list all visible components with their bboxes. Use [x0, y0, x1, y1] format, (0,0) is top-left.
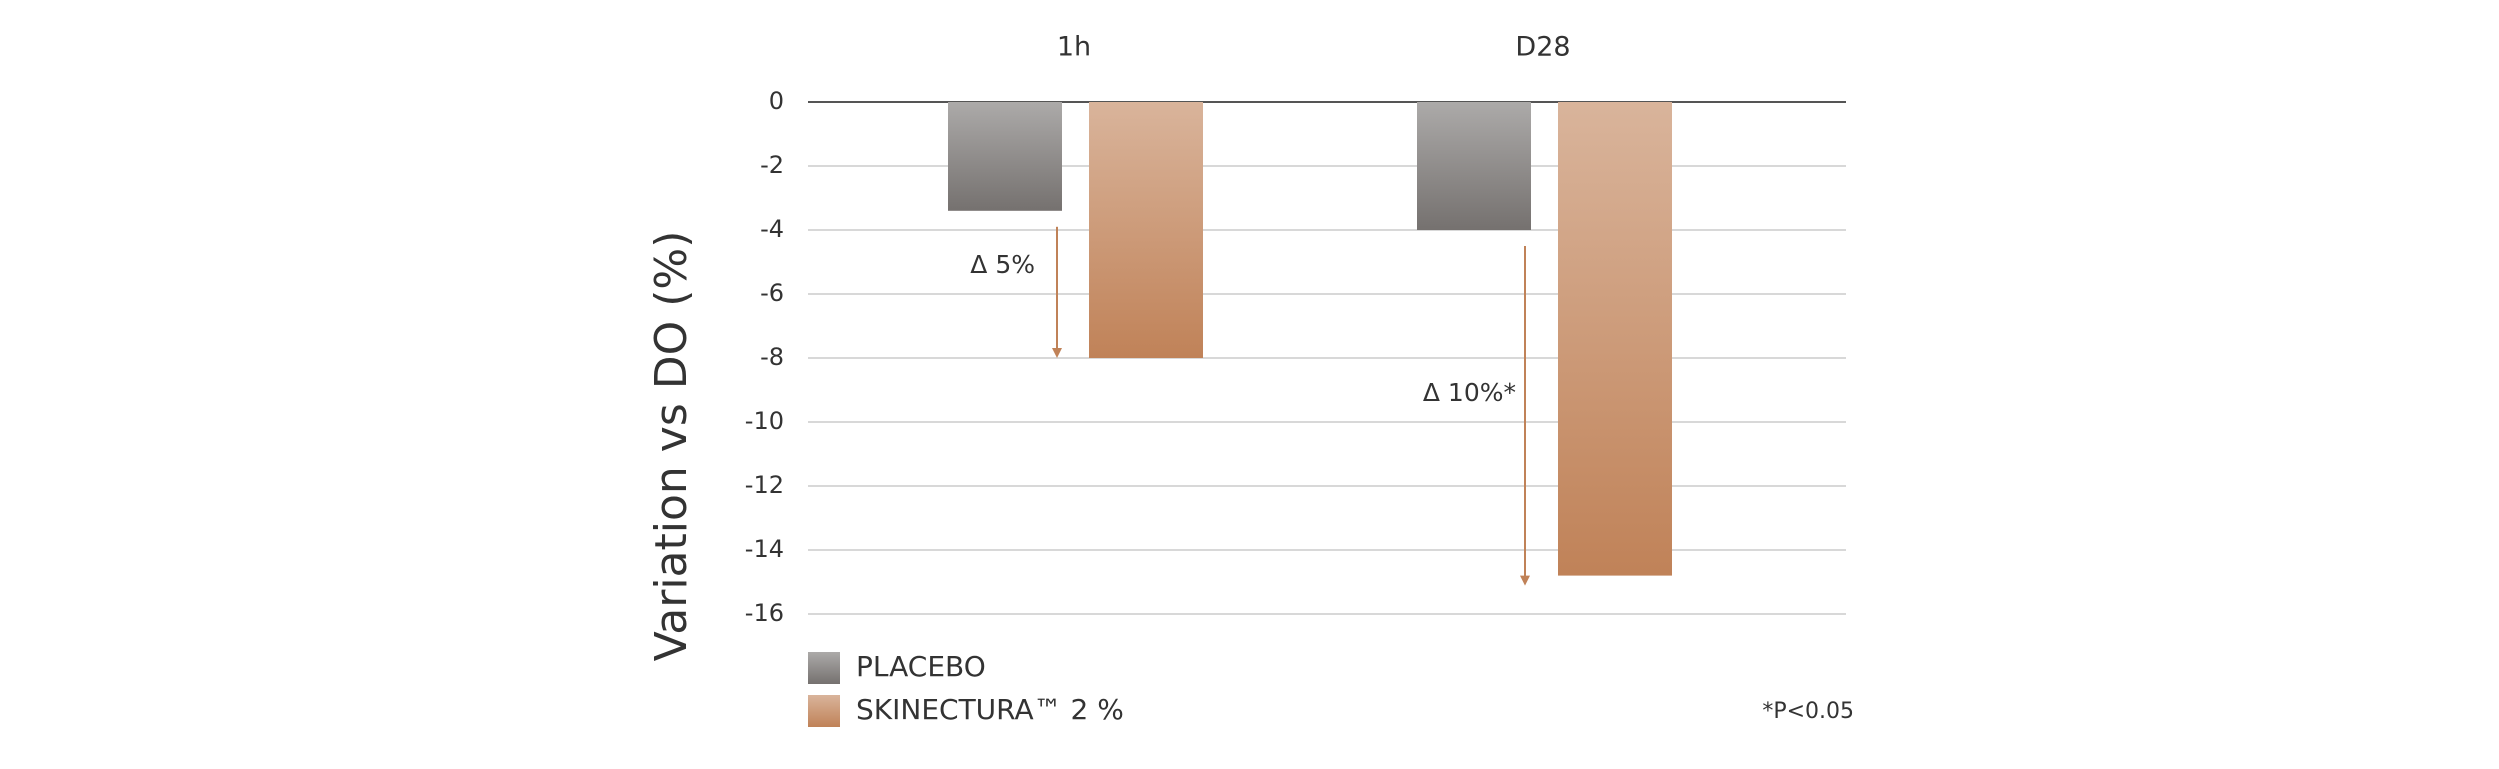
y-tick-label: -14: [745, 535, 784, 563]
annotation: Δ 10%*: [1423, 378, 1516, 407]
legend-label: PLACEBO: [856, 650, 986, 683]
arrow-head: [1520, 575, 1530, 586]
bar: [1417, 102, 1531, 230]
x-category-label: D28: [1515, 32, 1570, 63]
y-tick-label: -16: [745, 599, 784, 627]
y-tick-label: 0: [769, 87, 784, 115]
bar: [948, 102, 1062, 211]
arrow-head: [1052, 348, 1062, 358]
x-category-label: 1h: [1057, 32, 1091, 63]
y-tick-label: -10: [745, 407, 784, 435]
y-tick-label: -4: [760, 215, 784, 243]
bar: [1089, 102, 1203, 358]
annotation: Δ 5%: [970, 250, 1035, 279]
y-tick-label: -12: [745, 471, 784, 499]
y-tick-label: -2: [760, 151, 784, 179]
legend-swatch: [808, 695, 840, 727]
y-axis-label: Variation vs DO (%): [646, 231, 697, 662]
bar: [1558, 102, 1672, 576]
footnote: *P<0.05: [1762, 699, 1854, 724]
y-tick-label: -6: [760, 279, 784, 307]
y-tick-label: -8: [760, 343, 784, 371]
legend-swatch: [808, 652, 840, 684]
legend-label: SKINECTURA™ 2 %: [856, 693, 1124, 726]
